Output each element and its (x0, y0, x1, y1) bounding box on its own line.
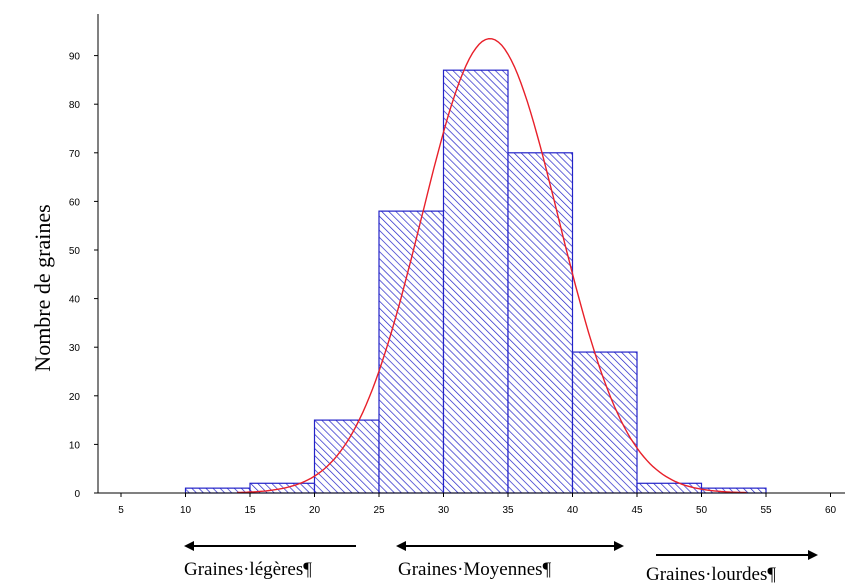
x-tick-label: 15 (244, 505, 256, 516)
y-tick-label: 80 (69, 100, 81, 111)
y-tick-label: 90 (69, 52, 81, 63)
y-tick-label: 30 (69, 343, 81, 354)
histogram-bar-30-35 (442, 69, 509, 494)
y-tick-label: 70 (69, 149, 81, 160)
y-tick-label: 20 (69, 392, 81, 403)
category-heavy-label: Graines·lourdes¶ (646, 564, 776, 585)
y-tick-label: 60 (69, 197, 81, 208)
y-tick-label: 40 (69, 295, 81, 306)
x-tick-label: 20 (309, 505, 321, 516)
histogram-bar-35-40 (507, 152, 574, 494)
x-tick-label: 10 (180, 505, 192, 516)
x-tick-label: 40 (567, 505, 579, 516)
category-heavy: Graines·lourdes¶ (646, 550, 818, 585)
category-light-label: Graines·légères¶ (184, 559, 312, 580)
x-tick-label: 35 (502, 505, 514, 516)
x-tick-label: 25 (373, 505, 385, 516)
y-tick-label: 50 (69, 246, 81, 257)
histogram-bar-20-25 (313, 419, 380, 494)
x-tick-label: 45 (631, 505, 643, 516)
y-ticks: 0 10 20 30 40 50 60 70 80 90 (69, 52, 98, 500)
normal-fit-curve (237, 37, 747, 494)
x-tick-label: 50 (696, 505, 708, 516)
x-tick-label: 5 (118, 505, 124, 516)
x-tick-label: 30 (438, 505, 450, 516)
y-axis-label: Nombre de graines (30, 204, 55, 371)
histogram-bar-45-50 (636, 482, 703, 494)
category-medium: Graines·Moyennes¶ (396, 541, 624, 580)
x-tick-label: 60 (825, 505, 837, 516)
category-light: Graines·légères¶ (184, 541, 356, 580)
x-ticks: 5 10 15 20 25 30 35 40 45 50 55 60 (118, 493, 836, 516)
histogram-bar-25-30 (378, 210, 445, 494)
y-tick-label: 10 (69, 440, 81, 451)
histogram-bar-40-45 (571, 351, 638, 494)
y-tick-label: 0 (74, 489, 80, 500)
x-tick-label: 55 (760, 505, 772, 516)
category-medium-label: Graines·Moyennes¶ (398, 559, 552, 580)
histogram-bars (184, 69, 767, 494)
